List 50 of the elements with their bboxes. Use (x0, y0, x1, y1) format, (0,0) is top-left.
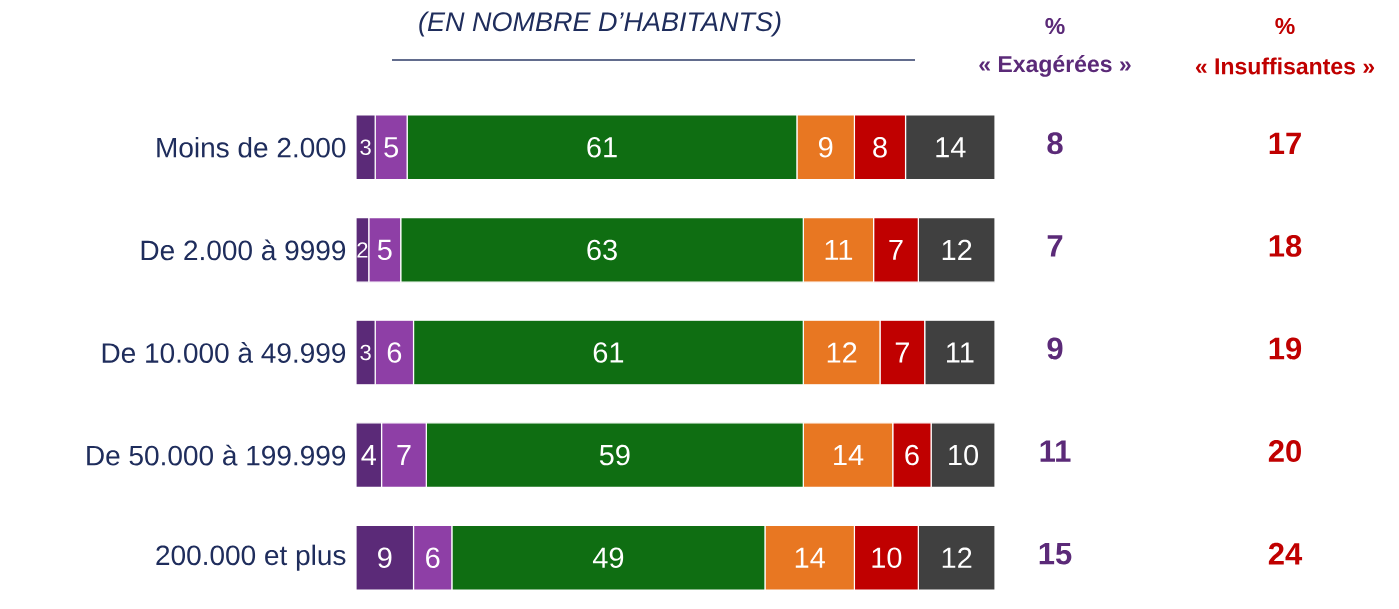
text: 24 (1268, 542, 1303, 565)
data-label: 12 (942, 239, 972, 261)
data-label: 9 (378, 547, 392, 568)
y-tick-label: De 50.000 à 199.999 (87, 444, 346, 466)
y-tick-label: De 2.000 à 9999 (141, 239, 346, 261)
data-label: 5 (384, 137, 399, 158)
text: % (1045, 17, 1065, 35)
data-label: 6 (905, 444, 919, 466)
data-label: 61 (593, 342, 624, 363)
data-label: 12 (827, 342, 857, 363)
data-label: 6 (426, 547, 440, 568)
data-label: 63 (587, 239, 617, 261)
chart-title: (EN NOMBRE D’HABITANTS) (419, 11, 781, 37)
data-label: 14 (795, 547, 825, 568)
y-tick-label: Moins de 2.000 (157, 137, 346, 158)
data-label: 11 (825, 239, 853, 260)
data-label: 11 (947, 342, 974, 363)
data-label: 8 (873, 137, 887, 158)
data-label: 12 (942, 547, 972, 568)
y-tick-label: De 10.000 à 49.999 (102, 342, 346, 363)
data-label: 7 (397, 445, 411, 466)
text: 17 (1269, 132, 1301, 154)
data-label: 3 (360, 139, 371, 156)
data-label: 14 (834, 445, 864, 466)
text: 9 (1047, 337, 1063, 360)
text: % (1275, 17, 1295, 35)
data-label: 7 (895, 342, 909, 363)
data-label: 49 (592, 547, 624, 568)
text: 7 (1047, 235, 1063, 257)
data-label: 5 (377, 239, 392, 261)
text: 19 (1269, 337, 1302, 360)
data-label: 4 (361, 445, 376, 466)
data-label: 3 (360, 344, 371, 361)
data-label: 14 (936, 137, 966, 158)
text: 15 (1039, 542, 1072, 565)
text: 8 (1047, 132, 1063, 155)
text: « Exagérées » (979, 55, 1131, 77)
text: « Insuffisantes » (1195, 57, 1375, 75)
text: 20 (1268, 440, 1301, 463)
data-label: 61 (587, 137, 617, 158)
data-label: 59 (599, 444, 630, 466)
y-tick-label: 200.000 et plus (156, 544, 346, 571)
data-label: 7 (889, 239, 903, 260)
data-label: 9 (818, 137, 833, 158)
data-label: 10 (949, 444, 979, 466)
text: 18 (1269, 234, 1302, 257)
text: 11 (1040, 440, 1071, 462)
data-label: 10 (872, 547, 902, 568)
data-label: 6 (387, 342, 402, 363)
data-label: 2 (357, 242, 368, 258)
